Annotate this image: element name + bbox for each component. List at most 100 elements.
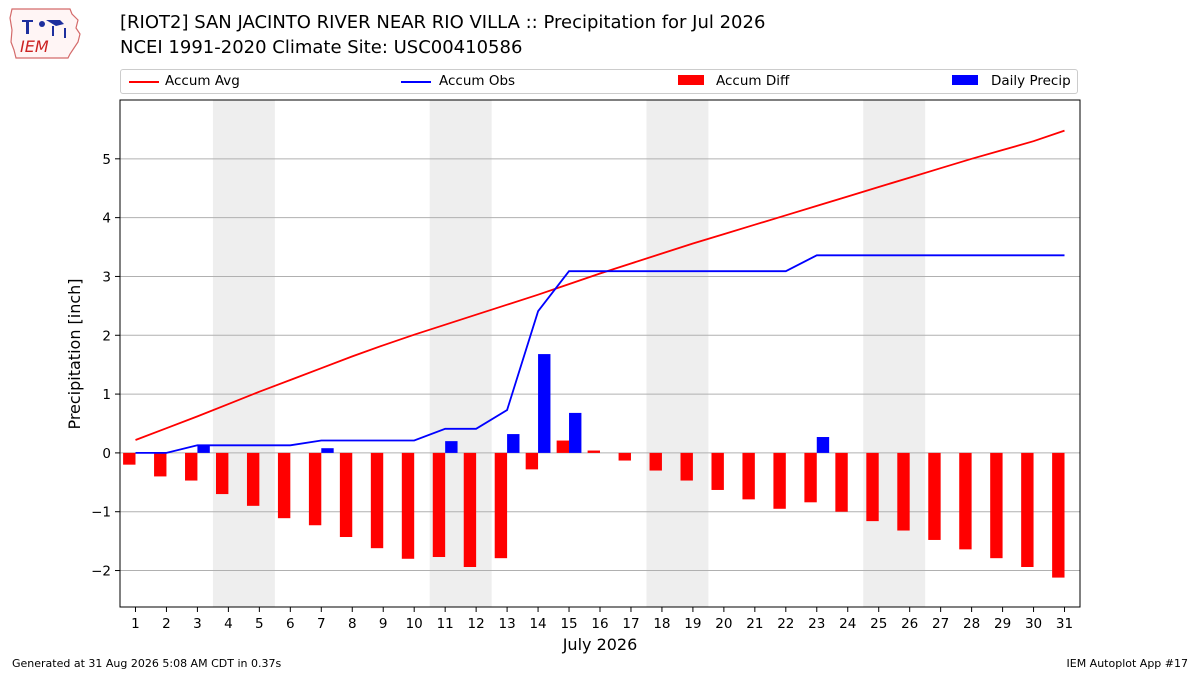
legend-label-daily-precip: Daily Precip bbox=[991, 73, 1071, 89]
accum-diff-bar bbox=[587, 450, 600, 453]
x-tick-label: 14 bbox=[529, 616, 546, 632]
x-tick-label: 16 bbox=[591, 616, 608, 632]
accum-diff-bar bbox=[556, 440, 570, 453]
iem-logo: IEM bbox=[8, 6, 82, 60]
accum-avg-line bbox=[135, 129, 1065, 441]
x-tick-label: 27 bbox=[932, 616, 949, 632]
daily-precip-bar bbox=[321, 448, 334, 453]
accum-diff-bar bbox=[370, 452, 384, 549]
daily-precip-bar bbox=[445, 441, 458, 453]
accum-diff-bar bbox=[308, 452, 322, 526]
accum-diff-bar bbox=[463, 452, 477, 568]
x-tick-label: 4 bbox=[224, 616, 233, 632]
daily-precip-bar bbox=[816, 437, 830, 453]
accum-diff-bar bbox=[928, 452, 941, 540]
y-tick-label: 1 bbox=[102, 387, 111, 403]
x-tick-label: 15 bbox=[560, 616, 577, 632]
legend-label-accum-diff: Accum Diff bbox=[716, 73, 790, 89]
x-tick-label: 29 bbox=[994, 616, 1011, 632]
x-tick-label: 3 bbox=[193, 616, 202, 632]
accum-diff-bar bbox=[432, 452, 446, 558]
accum-diff-bar bbox=[742, 452, 755, 500]
x-tick-label: 9 bbox=[379, 616, 388, 632]
accum-diff-bar bbox=[649, 452, 662, 471]
x-tick-label: 30 bbox=[1025, 616, 1042, 632]
accum-diff-bar bbox=[680, 452, 693, 481]
daily-precip-bar bbox=[507, 434, 520, 453]
x-axis-label: July 2026 bbox=[562, 635, 638, 654]
generated-timestamp: Generated at 31 Aug 2026 5:08 AM CDT in … bbox=[12, 657, 282, 670]
accum-diff-bar bbox=[1052, 452, 1065, 578]
accum-diff-bar bbox=[123, 452, 136, 465]
accum-diff-bar bbox=[959, 452, 972, 550]
accum-diff-bar bbox=[897, 452, 910, 531]
accum-diff-bar bbox=[1021, 452, 1034, 568]
x-tick-label: 25 bbox=[870, 616, 887, 632]
accum-diff-bar bbox=[246, 452, 260, 506]
legend-label-accum-avg: Accum Avg bbox=[165, 73, 240, 89]
y-tick-label: 5 bbox=[102, 152, 111, 168]
x-tick-label: 8 bbox=[348, 616, 357, 632]
accum-diff-bar bbox=[773, 452, 786, 509]
accum-diff-bar bbox=[711, 452, 724, 490]
accum-diff-bar bbox=[339, 452, 353, 538]
legend-line-accum-avg bbox=[129, 81, 159, 83]
weekend-band bbox=[863, 100, 926, 607]
x-tick-label: 5 bbox=[255, 616, 264, 632]
accum-diff-bar bbox=[990, 452, 1003, 559]
accum-diff-bar bbox=[277, 452, 291, 519]
x-tick-label: 11 bbox=[437, 616, 454, 632]
x-tick-label: 26 bbox=[901, 616, 918, 632]
accum-diff-bar bbox=[494, 452, 508, 559]
app-credit: IEM Autoplot App #17 bbox=[1066, 657, 1189, 670]
weekend-band bbox=[646, 100, 709, 607]
x-tick-label: 6 bbox=[286, 616, 295, 632]
legend-line-accum-obs bbox=[401, 81, 431, 83]
y-axis-label: Precipitation [inch] bbox=[65, 278, 84, 429]
x-tick-label: 12 bbox=[468, 616, 485, 632]
y-tick-label: 2 bbox=[102, 328, 111, 344]
x-tick-label: 22 bbox=[777, 616, 794, 632]
x-tick-label: 2 bbox=[162, 616, 171, 632]
logo-text: IEM bbox=[20, 37, 49, 56]
daily-precip-bar bbox=[569, 412, 582, 453]
accum-diff-bar bbox=[866, 452, 879, 522]
x-tick-label: 7 bbox=[317, 616, 326, 632]
daily-precip-bar bbox=[197, 445, 210, 453]
accum-diff-bar bbox=[216, 452, 229, 495]
iowa-state-outline-icon: IEM bbox=[9, 8, 81, 59]
accum-obs-line bbox=[135, 254, 1065, 454]
y-tick-label: −2 bbox=[91, 564, 111, 580]
daily-precip-bar bbox=[538, 354, 551, 453]
chart-subtitle: NCEI 1991-2020 Climate Site: USC00410586 bbox=[120, 37, 523, 58]
x-tick-label: 23 bbox=[808, 616, 825, 632]
accum-diff-bar bbox=[401, 452, 415, 559]
accum-diff-bar bbox=[804, 452, 817, 503]
x-tick-label: 17 bbox=[622, 616, 639, 632]
y-tick-label: −1 bbox=[91, 505, 111, 521]
x-tick-label: 10 bbox=[406, 616, 423, 632]
x-tick-label: 21 bbox=[746, 616, 763, 632]
x-tick-label: 20 bbox=[715, 616, 732, 632]
x-tick-label: 24 bbox=[839, 616, 856, 632]
accum-diff-bar bbox=[835, 452, 848, 512]
x-tick-label: 13 bbox=[499, 616, 516, 632]
x-tick-label: 19 bbox=[684, 616, 701, 632]
plot-frame bbox=[119, 99, 1081, 608]
accum-diff-bar bbox=[525, 452, 539, 470]
x-tick-label: 28 bbox=[963, 616, 980, 632]
y-tick-label: 0 bbox=[102, 446, 111, 462]
legend-label-accum-obs: Accum Obs bbox=[439, 73, 516, 89]
weekend-band bbox=[429, 100, 492, 607]
chart-title: [RIOT2] SAN JACINTO RIVER NEAR RIO VILLA… bbox=[120, 12, 766, 33]
weekend-band bbox=[212, 100, 275, 607]
x-tick-label: 1 bbox=[131, 616, 140, 632]
accum-diff-bar bbox=[185, 452, 198, 481]
legend: Accum Avg Accum Obs Accum Diff Daily Pre… bbox=[120, 69, 1078, 94]
legend-patch-accum-diff bbox=[678, 75, 704, 85]
accum-diff-bar bbox=[154, 452, 167, 477]
legend-patch-daily-precip bbox=[952, 75, 978, 85]
y-tick-label: 4 bbox=[102, 211, 111, 227]
accum-diff-bar bbox=[618, 452, 631, 461]
y-tick-label: 3 bbox=[102, 269, 111, 285]
